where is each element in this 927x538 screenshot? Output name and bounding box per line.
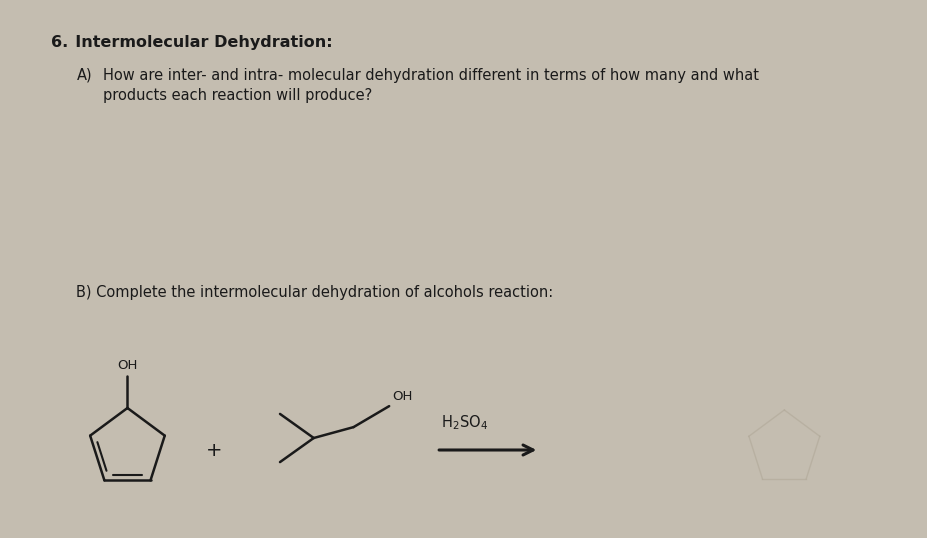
Text: A): A) [76,68,92,83]
Text: How are inter- and intra- molecular dehydration different in terms of how many a: How are inter- and intra- molecular dehy… [103,68,758,83]
Text: 6.: 6. [51,35,69,50]
Text: products each reaction will produce?: products each reaction will produce? [103,88,372,103]
Text: OH: OH [117,359,137,372]
Text: B) Complete the intermolecular dehydration of alcohols reaction:: B) Complete the intermolecular dehydrati… [76,285,553,300]
Text: +: + [205,441,222,459]
Text: H$_2$SO$_4$: H$_2$SO$_4$ [440,413,488,432]
Text: Intermolecular Dehydration:: Intermolecular Dehydration: [64,35,332,50]
Text: OH: OH [392,390,412,403]
